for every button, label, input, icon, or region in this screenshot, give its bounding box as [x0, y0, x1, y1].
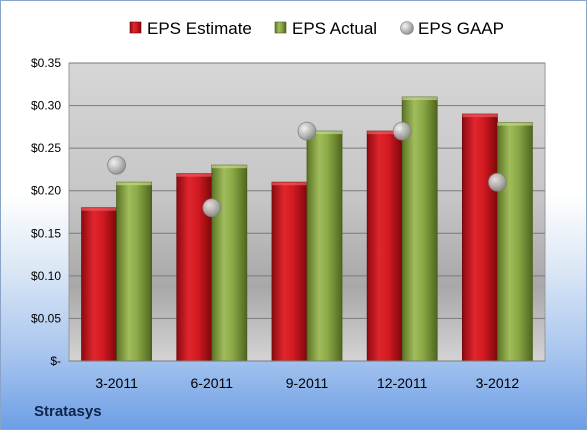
eps-gaap-marker	[107, 155, 126, 175]
bar-top-highlight	[272, 182, 307, 186]
eps-gaap-marker	[392, 121, 412, 141]
eps-gaap-marker	[487, 172, 507, 192]
y-tick-label: $0.25	[31, 141, 61, 155]
bar-top-highlight	[307, 131, 342, 135]
bar-top-highlight	[497, 122, 533, 126]
gaap-markers	[107, 121, 507, 218]
y-tick-label: $0.35	[31, 56, 61, 70]
bar-top-highlight	[176, 173, 212, 177]
legend-label: EPS Estimate	[147, 19, 252, 38]
eps-actual-bar	[116, 181, 152, 362]
y-tick-label: $-	[50, 354, 61, 368]
company-name: Stratasys	[34, 403, 102, 420]
x-tick-label: 9-2011	[286, 375, 329, 391]
bar-top-highlight	[116, 182, 152, 186]
eps-estimate-bar	[271, 181, 308, 362]
bar-top-highlight	[211, 165, 247, 169]
legend-swatch	[274, 21, 287, 34]
legend-label: EPS GAAP	[418, 19, 504, 38]
y-tick-label: $0.05	[31, 311, 61, 325]
bar-top-highlight	[462, 114, 498, 118]
eps-actual-bar	[211, 164, 248, 362]
y-axis: $- $0.05 $0.10 $0.15 $0.20 $0.25 $0.30 $0.35	[31, 56, 61, 368]
x-tick-label: 6-2011	[191, 375, 234, 391]
eps-estimate-bar	[366, 130, 403, 362]
y-tick-label: $0.30	[31, 99, 61, 113]
eps-actual-bar	[496, 122, 533, 362]
legend-swatch	[400, 21, 414, 35]
eps-actual-bar	[401, 96, 438, 362]
eps-gaap-marker	[297, 121, 317, 141]
x-tick-label: 3-2012	[476, 375, 520, 391]
x-tick-label: 12-2011	[377, 375, 428, 391]
x-axis: 3-2011 6-2011 9-2011 12-2011 3-2012	[69, 360, 545, 391]
legend-swatch	[129, 21, 142, 34]
eps-estimate-bar	[81, 207, 117, 362]
x-tick-label: 3-2011	[95, 375, 138, 391]
y-tick-label: $0.20	[31, 184, 61, 198]
eps-estimate-bar	[461, 113, 498, 362]
bar-top-highlight	[402, 97, 438, 101]
eps-actual-bar	[306, 130, 343, 362]
legend: EPS Estimate EPS Actual EPS GAAP	[129, 19, 504, 38]
bar-top-highlight	[367, 131, 403, 135]
y-tick-label: $0.10	[31, 269, 61, 283]
y-tick-label: $0.15	[31, 226, 61, 240]
bar-top-highlight	[81, 207, 117, 211]
eps-gaap-marker	[202, 198, 222, 218]
legend-label: EPS Actual	[292, 19, 377, 38]
